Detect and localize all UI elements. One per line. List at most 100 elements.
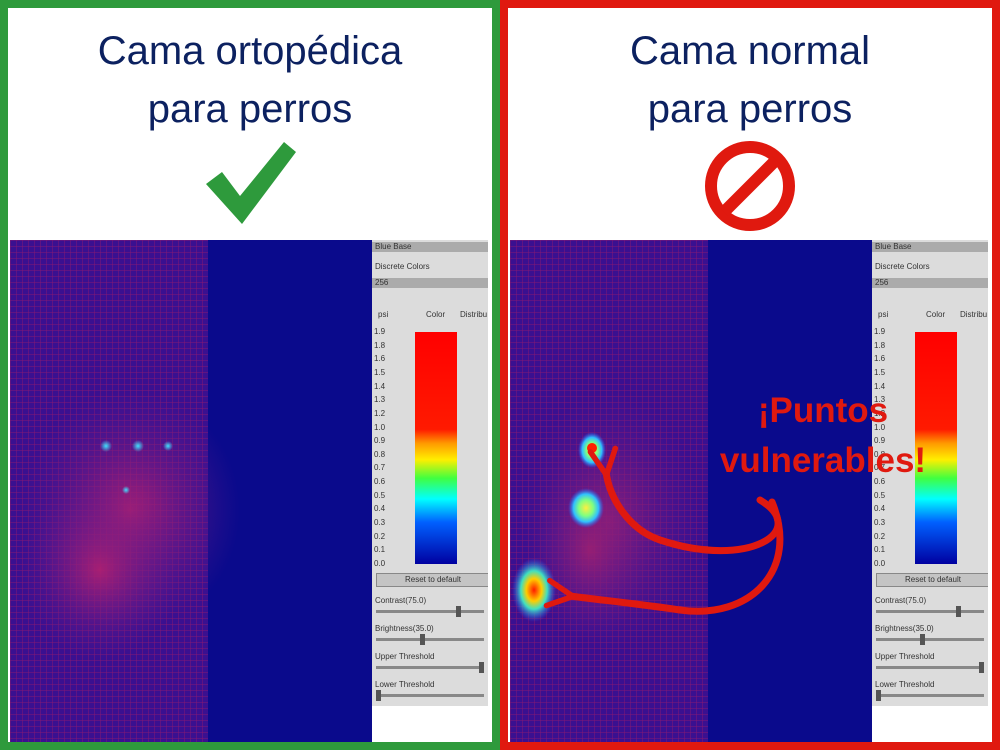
scale-tick-label: 0.6 <box>874 477 886 487</box>
scale-tick-label: 1.0 <box>374 422 386 432</box>
scale-tick-label: 1.4 <box>874 381 886 391</box>
slider-knob[interactable] <box>956 606 961 617</box>
slider-knob[interactable] <box>479 662 484 673</box>
upper-threshold-slider[interactable] <box>376 662 484 673</box>
reset-to-default-button[interactable]: Reset to default <box>876 573 988 587</box>
scale-tick-label: 1.5 <box>374 367 386 377</box>
contrast-slider[interactable] <box>376 606 484 617</box>
heatmap-image <box>510 240 872 742</box>
scale-tick-label: 1.8 <box>874 340 886 350</box>
scale-tick-label: 0.9 <box>874 436 886 446</box>
scale-tick-label: 0.1 <box>874 545 886 555</box>
scale-tick-label: 1.9 <box>874 327 886 336</box>
scale-tick-label: 0.2 <box>374 531 386 541</box>
col-header: Color <box>926 310 946 319</box>
row-label: Blue Base <box>375 242 412 251</box>
vulnerable-points-callout: ¡Puntos vulnerables! <box>658 386 988 486</box>
header-bar <box>872 242 988 252</box>
lower-threshold-slider[interactable] <box>876 690 984 701</box>
slider-label: Upper Threshold <box>875 652 935 661</box>
scale-tick-label: 0.8 <box>874 449 886 459</box>
scale-tick-label: 1.3 <box>874 395 886 405</box>
color-scale-bar <box>415 332 457 564</box>
title-line-1: Cama normal <box>629 29 871 73</box>
panel-title: Cama normal para perros <box>508 22 992 138</box>
scale-tick-label: 0.3 <box>374 518 386 528</box>
col-header: Color <box>426 310 446 319</box>
scale-tick-label: 0.7 <box>874 463 886 473</box>
callout-line-1: ¡Puntos <box>757 391 889 430</box>
slider-label: Contrast(75.0) <box>375 596 427 605</box>
slider-knob[interactable] <box>979 662 984 673</box>
row-label: Discrete Colors <box>875 262 930 271</box>
col-header: Distribu <box>460 310 488 319</box>
col-header: Distribu <box>960 310 988 319</box>
scale-tick-label: 0.4 <box>374 504 386 514</box>
slider-knob[interactable] <box>376 690 381 701</box>
brightness-slider[interactable] <box>376 634 484 645</box>
normal-bed-panel: Cama normal para perros <box>500 0 1000 750</box>
scale-tick-label: 1.2 <box>374 408 386 418</box>
scale-tick-label: 0.8 <box>374 449 386 459</box>
scale-tick-label: 0.4 <box>874 504 886 514</box>
color-scale-bar <box>915 332 957 564</box>
scale-tick-label: 0.0 <box>874 559 886 568</box>
scale-tick-label: 0.9 <box>374 436 386 446</box>
upper-threshold-slider[interactable] <box>876 662 984 673</box>
scale-tick-label: 0.0 <box>374 559 386 568</box>
slider-label: Upper Threshold <box>375 652 435 661</box>
slider-knob[interactable] <box>920 634 925 645</box>
lower-threshold-slider[interactable] <box>376 690 484 701</box>
contrast-slider[interactable] <box>876 606 984 617</box>
prohibited-icon <box>705 141 795 231</box>
title-line-1: Cama ortopédica <box>97 29 403 73</box>
scale-tick-label: 1.0 <box>874 422 886 432</box>
slider-label: Lower Threshold <box>875 680 935 689</box>
col-header: psi <box>378 310 389 319</box>
col-header: psi <box>878 310 889 319</box>
scale-tick-label: 1.8 <box>374 340 386 350</box>
scale-tick-label: 1.6 <box>874 354 886 364</box>
slider-knob[interactable] <box>456 606 461 617</box>
brightness-slider[interactable] <box>876 634 984 645</box>
orthopedic-bed-panel: Cama ortopédica para perros <box>0 0 500 750</box>
scale-tick-label: 0.5 <box>874 490 886 500</box>
color-control-panel: Blue Base Discrete Colors 256 psi Color … <box>372 240 488 742</box>
scale-tick-label: 0.5 <box>374 490 386 500</box>
scale-tick-label: 1.3 <box>374 395 386 405</box>
check-mark-icon <box>206 142 296 224</box>
blank-area <box>372 706 488 742</box>
scale-tick-label: 1.4 <box>374 381 386 391</box>
row-label: 256 <box>875 278 889 287</box>
scale-tick-label: 0.2 <box>874 531 886 541</box>
color-control-panel: Blue Base Discrete Colors 256 psi Color … <box>872 240 988 742</box>
pressure-heatmap: Blue Base Discrete Colors 256 psi Color … <box>510 240 988 742</box>
slider-label: Brightness(35.0) <box>875 624 934 633</box>
value-bar <box>872 278 988 288</box>
scale-tick-label: 1.2 <box>874 408 886 418</box>
row-label: 256 <box>375 278 389 287</box>
panel-title: Cama ortopédica para perros <box>8 22 492 138</box>
slider-label: Contrast(75.0) <box>875 596 927 605</box>
slider-label: Brightness(35.0) <box>375 624 434 633</box>
pressure-heatmap: Blue Base Discrete Colors 256 psi Color … <box>10 240 488 742</box>
scale-tick-label: 1.9 <box>374 327 386 336</box>
title-line-2: para perros <box>147 87 353 131</box>
callout-line-2: vulnerables! <box>719 441 927 480</box>
scale-tick-label: 0.7 <box>374 463 386 473</box>
scale-tick-label: 0.1 <box>374 545 386 555</box>
reset-to-default-button[interactable]: Reset to default <box>376 573 488 587</box>
scale-tick-label: 0.6 <box>374 477 386 487</box>
slider-knob[interactable] <box>876 690 881 701</box>
slider-knob[interactable] <box>420 634 425 645</box>
scale-tick-label: 1.6 <box>374 354 386 364</box>
scale-tick-label: 1.5 <box>874 367 886 377</box>
slider-label: Lower Threshold <box>375 680 435 689</box>
row-label: Blue Base <box>875 242 912 251</box>
header-bar <box>372 242 488 252</box>
heatmap-image <box>10 240 372 742</box>
value-bar <box>372 278 488 288</box>
scale-tick-label: 0.3 <box>874 518 886 528</box>
title-line-2: para perros <box>647 87 853 131</box>
blank-area <box>872 706 988 742</box>
